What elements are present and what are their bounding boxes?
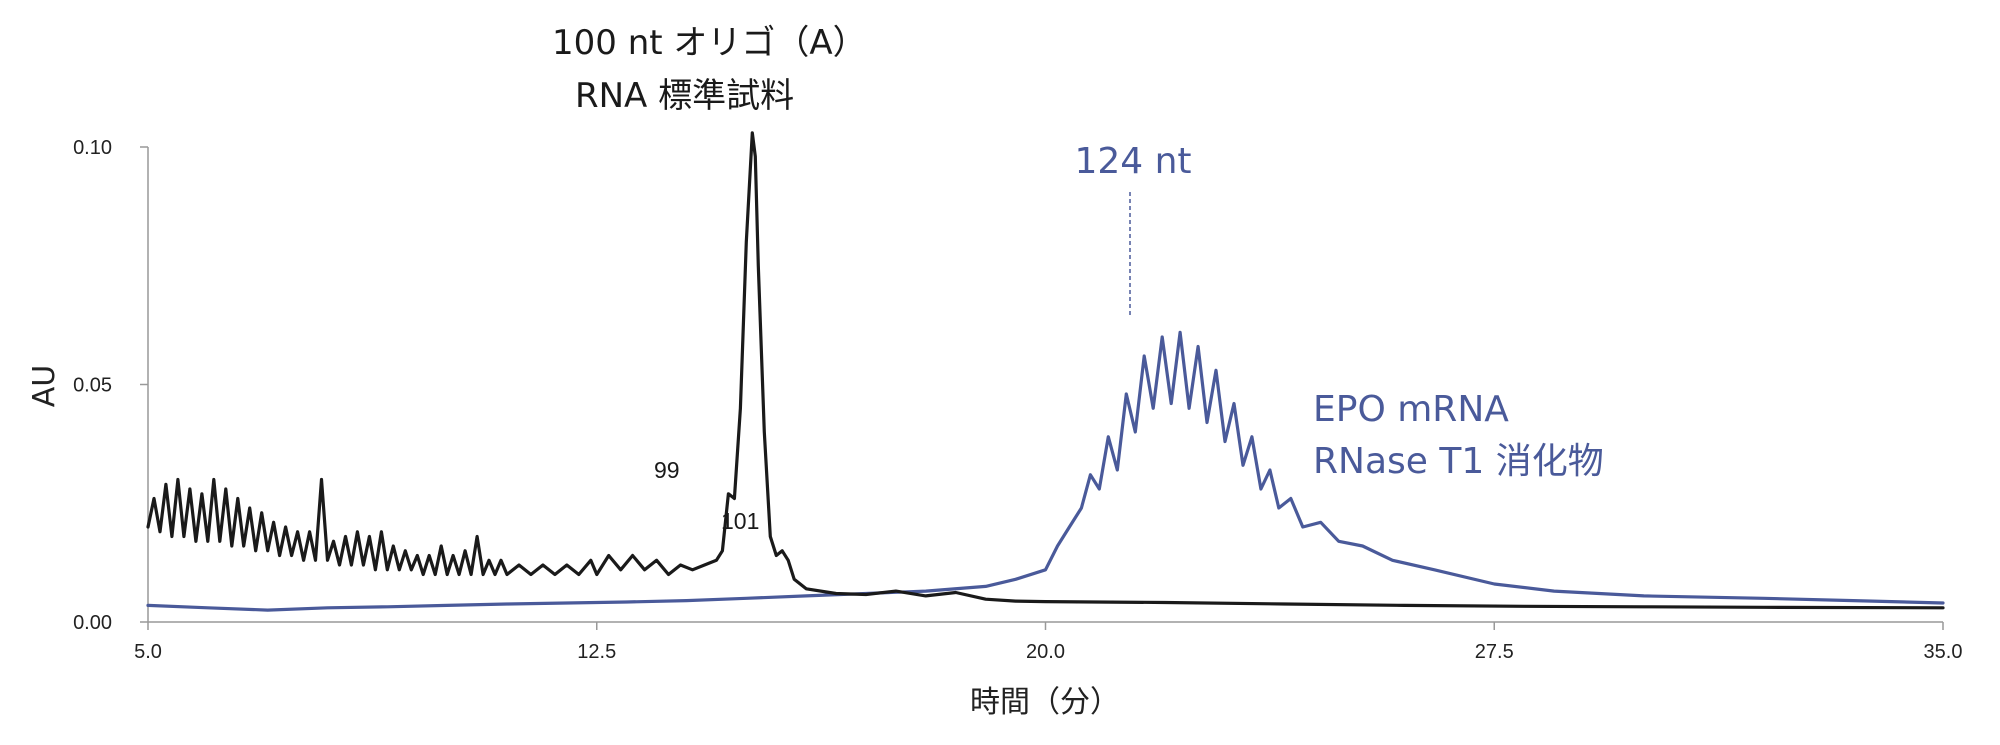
y-tick-label: 0.00	[73, 612, 112, 634]
x-tick-label: 5.0	[134, 641, 162, 663]
y-tick-label: 0.05	[73, 375, 112, 397]
blue-legend-line1: EPO mRNA	[1313, 389, 1509, 430]
x-tick-label: 12.5	[577, 641, 616, 663]
black-trace-title-line1: 100 nt オリゴ（A）	[552, 23, 867, 63]
x-tick-label: 20.0	[1026, 641, 1065, 663]
traces	[146, 131, 1945, 612]
y-tick-label: 0.10	[73, 137, 112, 159]
peak-label-99: 99	[654, 457, 680, 483]
y-axis-title: AU	[27, 365, 62, 407]
trace-blue-epo-mrna	[146, 330, 1945, 612]
ticks: 5.0 12.5 20.0 27.5 35.0 0.00 0.05 0.10	[73, 137, 1962, 663]
black-trace-title-line2: RNA 標準試料	[575, 76, 794, 116]
blue-legend-line2: RNase T1 消化物	[1313, 441, 1604, 482]
trace-black-rna-standard	[146, 131, 1945, 610]
x-tick-label: 35.0	[1924, 641, 1963, 663]
x-axis-title: 時間（分）	[970, 685, 1120, 720]
blue-peak-label: 124 nt	[1074, 141, 1191, 182]
axes	[147, 147, 1943, 623]
x-tick-label: 27.5	[1475, 641, 1514, 663]
peak-label-101: 101	[721, 508, 759, 534]
